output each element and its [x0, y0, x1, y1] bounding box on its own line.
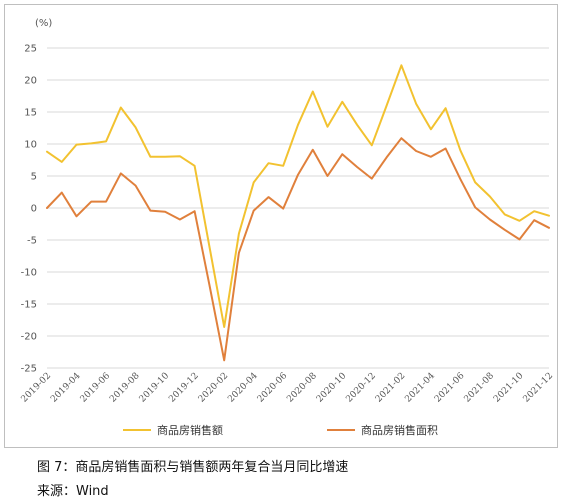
- y-tick-label: -15: [21, 300, 37, 311]
- figure-source: 来源：Wind: [37, 484, 109, 499]
- y-tick-label: 10: [24, 140, 37, 151]
- figure-caption: 图 7：商品房销售面积与销售额两年复合当月同比增速: [37, 460, 349, 475]
- legend: 商品房销售额 商品房销售面积: [123, 423, 438, 437]
- x-axis-ticks: 2019-022019-042019-062019-082019-102019-…: [20, 371, 556, 405]
- x-tick-label: 2021-08: [463, 371, 497, 405]
- series-line-1: [46, 64, 550, 328]
- y-tick-label: -20: [21, 332, 37, 343]
- x-tick-label: 2019-12: [167, 371, 201, 405]
- x-tick-label: 2021-12: [522, 371, 556, 405]
- x-tick-label: 2019-08: [108, 371, 142, 405]
- x-tick-label: 2021-10: [492, 371, 526, 405]
- x-tick-label: 2020-06: [256, 371, 290, 405]
- legend-label-2: 商品房销售面积: [361, 423, 438, 437]
- x-tick-label: 2019-10: [138, 371, 172, 405]
- x-tick-label: 2020-10: [315, 371, 349, 405]
- y-axis-ticks: 25 20 15 10 5 0 -5 -10 -15 -20 -25: [21, 44, 37, 375]
- y-tick-label: -5: [27, 236, 37, 247]
- y-tick-label: -25: [21, 364, 37, 375]
- x-tick-label: 2020-02: [197, 371, 231, 405]
- x-tick-label: 2019-02: [20, 371, 54, 405]
- x-tick-label: 2021-04: [403, 371, 437, 405]
- x-tick-label: 2021-02: [374, 371, 408, 405]
- y-tick-label: 5: [31, 172, 37, 183]
- x-tick-label: 2019-06: [79, 371, 113, 405]
- legend-label-1: 商品房销售额: [157, 423, 223, 437]
- y-tick-label: 25: [24, 44, 37, 55]
- chart-frame: (%) 25 20 15 10 5 0 -5 -10 -15 -20 -25 2019-02 2019…: [4, 4, 558, 448]
- x-tick-label: 2021-06: [433, 371, 467, 405]
- y-tick-label: -10: [21, 268, 37, 279]
- x-tick-label: 2020-12: [344, 371, 378, 405]
- x-tick-label: 2020-08: [285, 371, 319, 405]
- y-tick-label: 0: [31, 204, 37, 215]
- x-tick-label: 2020-04: [226, 371, 260, 405]
- series-line-2: [46, 137, 550, 362]
- gridlines: [47, 47, 549, 369]
- series-lines: [46, 64, 550, 362]
- y-tick-label: 15: [24, 108, 37, 119]
- y-tick-label: 20: [24, 76, 37, 87]
- x-tick-label: 2019-04: [49, 371, 83, 405]
- y-axis-unit-label: (%): [35, 18, 52, 29]
